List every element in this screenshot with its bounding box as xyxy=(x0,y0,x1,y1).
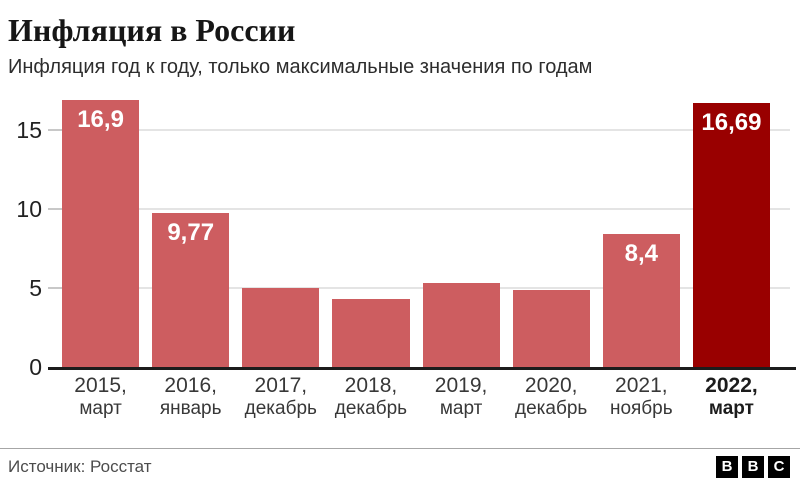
x-label-month: март xyxy=(708,397,754,419)
bar-value-label: 9,77 xyxy=(167,218,215,246)
x-label-year: 2019, xyxy=(434,374,488,397)
x-label-year: 2015, xyxy=(74,374,127,397)
y-tick-label-15: 15 xyxy=(16,117,42,144)
y-axis-tick-10 xyxy=(48,208,62,211)
x-label-year: 2017, xyxy=(254,374,308,397)
x-tick-label-2022: 2022, март xyxy=(693,374,770,419)
bar-2021, ноябрь: 8,4 xyxy=(602,234,680,367)
x-label-year: 2021, xyxy=(615,374,668,397)
x-axis-labels: 2015, март 2016, январь 2017, декабрь 2018, дек… xyxy=(62,374,770,419)
x-label-year: 2022, xyxy=(705,374,758,397)
bar-2019, март xyxy=(422,283,500,367)
x-label-month: декабрь xyxy=(244,397,317,419)
x-label-month: март xyxy=(79,397,122,419)
gridline-10 xyxy=(62,208,790,211)
bar-chart-plot-area: 0 5 10 15 16,9 9,77 8,4 16,69 xyxy=(16,97,796,379)
bars-group: 16,9 9,77 8,4 16,69 xyxy=(62,97,770,367)
bar-value-label: 16,69 xyxy=(701,109,762,137)
x-label-month: декабрь xyxy=(515,397,588,419)
x-label-month: март xyxy=(439,397,483,419)
y-tick-label-5: 5 xyxy=(29,275,42,302)
bbc-logo-letter-b1: B xyxy=(716,456,738,478)
bar-value-label: 16,9 xyxy=(77,106,124,134)
x-tick-label-2019: 2019, март xyxy=(423,374,500,419)
bar-2022, март: 16,69 xyxy=(692,103,770,367)
page-title: Инфляция в России xyxy=(8,12,296,48)
chart-subtitle: Инфляция год к году, только максимальные… xyxy=(8,56,593,78)
y-axis-tick-15 xyxy=(48,129,62,132)
bar-2020, декабрь xyxy=(512,289,590,367)
bar-value-label: 8,4 xyxy=(624,240,658,268)
bar-2017, декабрь xyxy=(242,288,320,367)
x-tick-label-2015: 2015, март xyxy=(62,374,139,419)
x-tick-label-2020: 2020, декабрь xyxy=(513,374,590,419)
x-label-year: 2016, xyxy=(164,374,217,397)
x-label-year: 2018, xyxy=(344,374,398,397)
x-tick-label-2021: 2021, ноябрь xyxy=(603,374,680,419)
x-tick-label-2017: 2017, декабрь xyxy=(242,374,319,419)
bbc-logo: B B C xyxy=(716,456,790,478)
x-axis-baseline xyxy=(48,367,796,370)
bar-2016, январь: 9,77 xyxy=(152,212,230,367)
source-label: Источник: Росстат xyxy=(8,457,152,476)
bbc-logo-letter-c: C xyxy=(768,456,790,478)
bar-2018, декабрь xyxy=(332,299,410,367)
x-tick-label-2018: 2018, декабрь xyxy=(332,374,409,419)
bbc-logo-letter-b2: B xyxy=(742,456,764,478)
x-label-month: ноябрь xyxy=(609,397,673,419)
x-label-month: январь xyxy=(159,397,222,419)
gridline-15 xyxy=(62,129,790,132)
y-tick-label-10: 10 xyxy=(16,196,42,223)
x-tick-label-2016: 2016, январь xyxy=(152,374,229,419)
footer: Источник: Росстат B B C xyxy=(0,448,800,485)
bar-2015, март: 16,9 xyxy=(62,100,140,367)
y-tick-label-0: 0 xyxy=(29,354,42,380)
x-label-year: 2020, xyxy=(524,374,578,397)
y-axis-tick-5 xyxy=(48,287,62,290)
x-label-month: декабрь xyxy=(334,397,408,419)
